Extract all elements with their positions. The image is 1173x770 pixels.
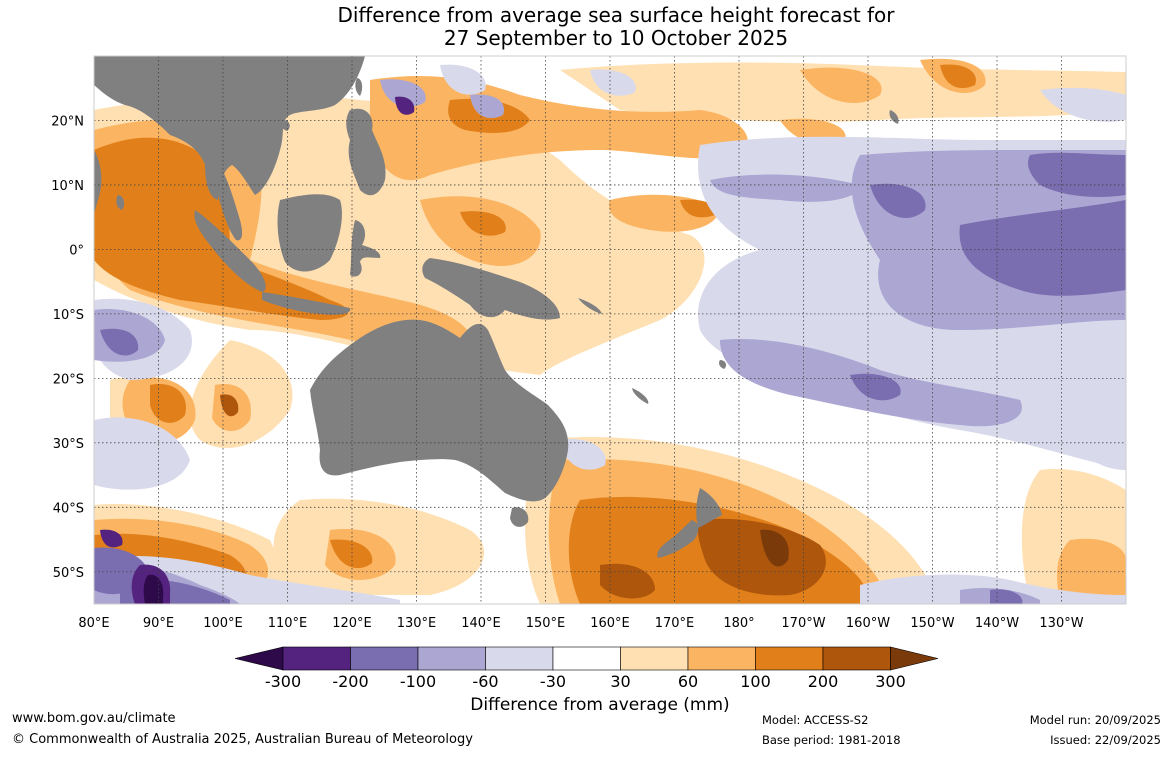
- land-asia: [94, 56, 365, 200]
- land-sumatra: [194, 210, 266, 292]
- land-sulawesi: [350, 220, 381, 277]
- colorbar-arrow-low: [234, 646, 284, 671]
- latitude-tick-label: 10°N: [51, 179, 84, 194]
- land-india-tip: [94, 150, 102, 215]
- latitude-labels: 20°N 10°N 0° 10°S 20°S 30°S 40°S 50°S: [51, 114, 84, 580]
- contour-medium-purple: [94, 152, 1126, 604]
- land-new-zealand-south: [657, 520, 699, 558]
- colorbar-tick-label: -300: [265, 672, 301, 691]
- colorbar-tick-label: 300: [875, 672, 906, 691]
- colorbar-swatch: [485, 646, 554, 671]
- longitude-tick-label: 170°E: [655, 616, 695, 631]
- land-tasmania: [510, 507, 529, 527]
- land-masses: [94, 56, 899, 558]
- colorbar-swatch: [755, 646, 824, 671]
- latitude-tick-label: 50°S: [53, 566, 84, 581]
- colorbar-tick-label: 200: [808, 672, 839, 691]
- longitude-tick-label: 140°E: [461, 616, 501, 631]
- colorbar-swatch: [687, 646, 756, 671]
- latitude-tick-label: 40°S: [53, 501, 84, 516]
- land-philippines: [346, 108, 386, 196]
- colorbar-swatch: [350, 646, 419, 671]
- land-new-guinea: [422, 258, 560, 320]
- land-fiji: [719, 360, 727, 369]
- colorbar-tick-label: 60: [678, 672, 698, 691]
- longitude-tick-label: 150°E: [526, 616, 566, 631]
- longitude-labels: 80°E 90°E 100°E 110°E 120°E 130°E 140°E 150°E 16…: [78, 616, 1083, 631]
- longitude-tick-label: 150°W: [910, 616, 954, 631]
- map-title: Difference from average sea surface heig…: [0, 4, 1173, 50]
- longitude-tick-label: 160°E: [590, 616, 630, 631]
- latitude-tick-label: 10°S: [53, 308, 84, 323]
- contour-brown: [220, 394, 826, 599]
- latitude-tick-label: 30°S: [53, 437, 84, 452]
- plot-frame: [93, 55, 1127, 605]
- graticule: [94, 56, 1126, 604]
- land-new-zealand-north: [696, 488, 722, 528]
- longitude-tick-label: 90°E: [143, 616, 174, 631]
- land-australia: [310, 319, 569, 502]
- model-name: Model: ACCESS-S2: [762, 713, 869, 727]
- base-period: Base period: 1981-2018: [762, 733, 901, 747]
- land-borneo: [277, 194, 342, 272]
- colorbar-swatch: [282, 646, 351, 671]
- land-sri-lanka: [116, 195, 125, 210]
- longitude-tick-label: 170°W: [781, 616, 825, 631]
- latitude-tick-label: 20°S: [53, 372, 84, 387]
- website-link[interactable]: www.bom.gov.au/climate: [12, 711, 176, 726]
- colorbar-tick-label: 100: [740, 672, 771, 691]
- longitude-tick-label: 110°E: [268, 616, 308, 631]
- colorbar-tick-label: -100: [400, 672, 436, 691]
- colorbar-swatch: [620, 646, 689, 671]
- land-malay-peninsula: [218, 170, 243, 241]
- model-run-date: Model run: 20/09/2025: [1029, 713, 1161, 727]
- contour-dark-brown: [760, 529, 789, 567]
- colorbar-tick-label: 30: [610, 672, 630, 691]
- colorbar-swatch: [417, 646, 486, 671]
- colorbar-swatch: [552, 646, 621, 671]
- land-solomon-islands: [578, 298, 602, 314]
- land-new-caledonia: [632, 388, 649, 404]
- colorbar-tick-label: -200: [332, 672, 368, 691]
- title-line-1: Difference from average sea surface heig…: [337, 3, 895, 27]
- land-taiwan: [355, 78, 363, 96]
- longitude-tick-label: 180°: [723, 616, 754, 631]
- colorbar-arrow-high: [890, 646, 939, 671]
- map-plot: [94, 56, 1126, 604]
- copyright-text: © Commonwealth of Australia 2025, Austra…: [12, 732, 473, 747]
- longitude-tick-label: 160°W: [846, 616, 890, 631]
- colorbar-tick-label: -60: [472, 672, 498, 691]
- latitude-tick-label: 0°: [69, 243, 84, 258]
- colorbar-tick-label: -30: [540, 672, 566, 691]
- longitude-tick-label: 80°E: [78, 616, 109, 631]
- colorbar: -300 -200 -100 -60 -30 30 60 100 200 300: [234, 646, 939, 691]
- title-line-2: 27 September to 10 October 2025: [443, 26, 789, 50]
- latitude-tick-label: 20°N: [51, 114, 84, 129]
- land-hawaii: [889, 110, 899, 124]
- longitude-tick-label: 120°E: [332, 616, 372, 631]
- land-java: [262, 292, 351, 315]
- longitude-tick-label: 100°E: [203, 616, 243, 631]
- issued-date: Issued: 22/09/2025: [1050, 733, 1161, 747]
- longitude-tick-label: 140°W: [975, 616, 1019, 631]
- longitude-tick-label: 130°E: [397, 616, 437, 631]
- longitude-tick-label: 130°W: [1039, 616, 1083, 631]
- colorbar-label: Difference from average (mm): [470, 695, 730, 715]
- colorbar-swatch: [822, 646, 891, 671]
